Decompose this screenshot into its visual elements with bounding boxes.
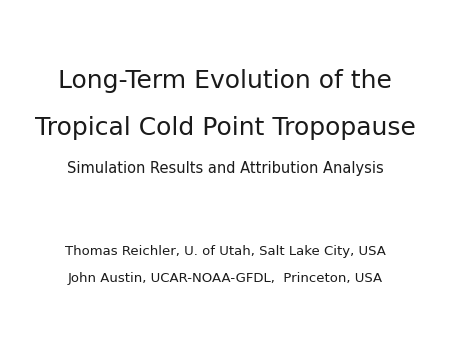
Text: Long-Term Evolution of the: Long-Term Evolution of the bbox=[58, 69, 392, 93]
Text: Simulation Results and Attribution Analysis: Simulation Results and Attribution Analy… bbox=[67, 162, 383, 176]
Text: John Austin, UCAR-NOAA-GFDL,  Princeton, USA: John Austin, UCAR-NOAA-GFDL, Princeton, … bbox=[68, 272, 382, 285]
Text: Thomas Reichler, U. of Utah, Salt Lake City, USA: Thomas Reichler, U. of Utah, Salt Lake C… bbox=[64, 245, 386, 258]
Text: Tropical Cold Point Tropopause: Tropical Cold Point Tropopause bbox=[35, 116, 415, 141]
